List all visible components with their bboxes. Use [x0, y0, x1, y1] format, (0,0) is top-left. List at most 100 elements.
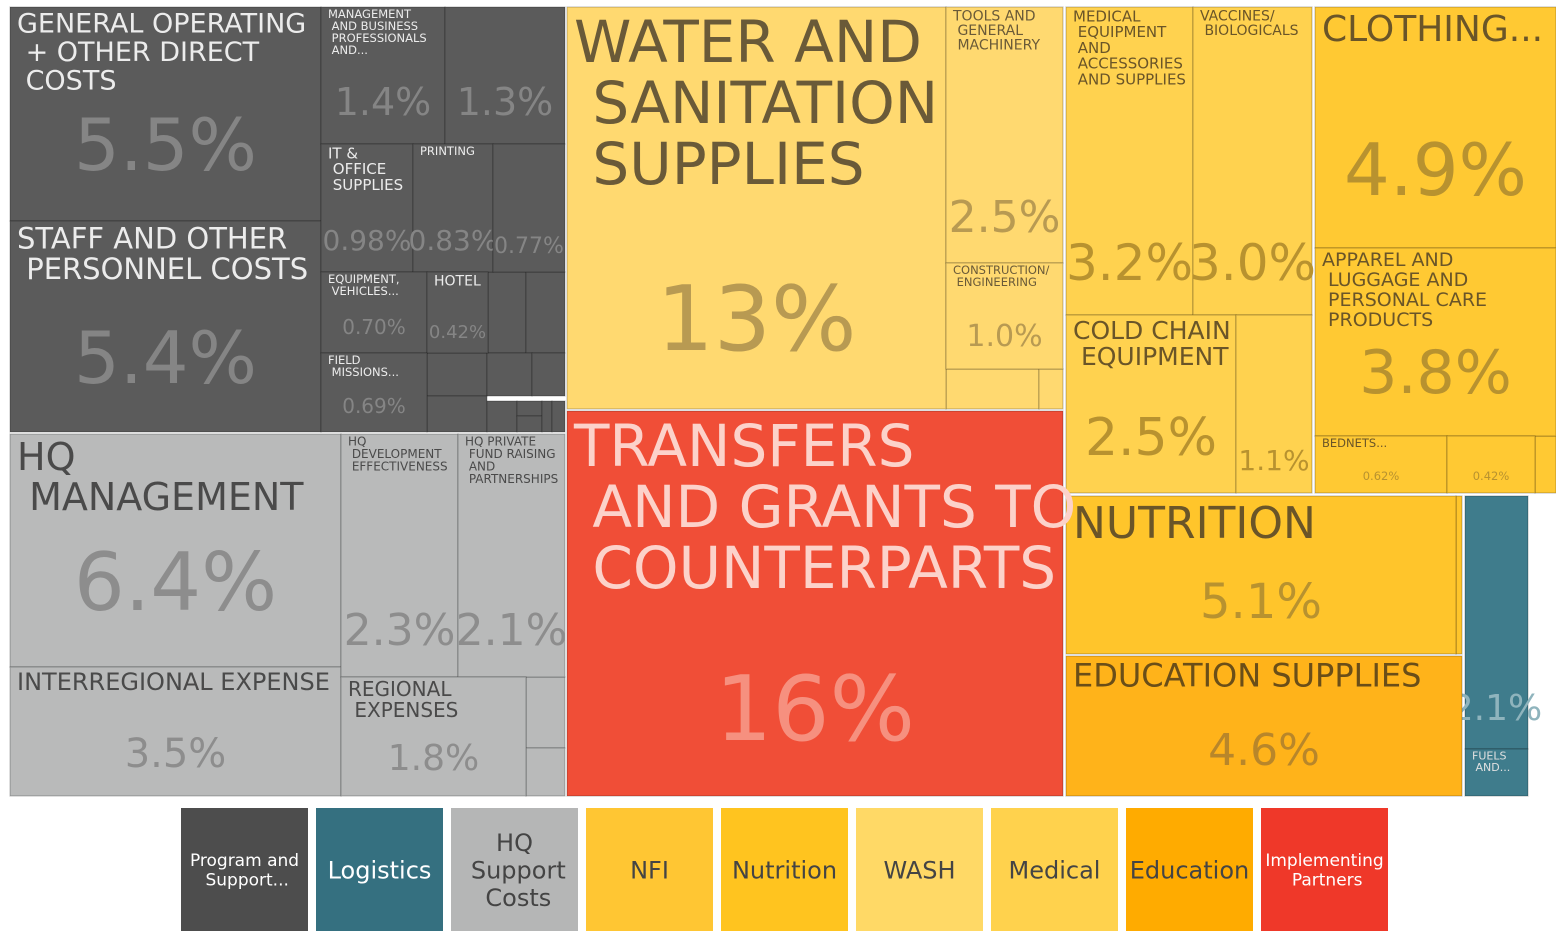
- tile-value: 0.70%: [342, 315, 406, 339]
- tile-label: IT & OFFICE SUPPLIES: [328, 144, 403, 194]
- tile-label: TOOLS AND GENERAL MACHINERY: [952, 8, 1040, 53]
- tile-label: EQUIPMENT, VEHICLES...: [328, 272, 400, 298]
- tile: [486, 352, 533, 397]
- tile: [945, 6, 1064, 264]
- tile: [566, 6, 947, 410]
- tile: [340, 676, 527, 797]
- tile-value: 2.1%: [456, 605, 568, 656]
- tile-label: MANAGEMENT AND BUSINESS PROFESSIONALS AN…: [328, 7, 427, 57]
- tile-label: NUTRITION: [1073, 498, 1316, 549]
- tile: [1065, 655, 1463, 797]
- tile-value: 5.1%: [1200, 574, 1322, 630]
- tile-value: 3.5%: [125, 731, 227, 777]
- tile-label: MEDICAL EQUIPMENT AND ACCESSORIES AND SU…: [1073, 7, 1186, 88]
- tile-value: 2.3%: [344, 605, 456, 656]
- tile-label: GENERAL OPERATING + OTHER DIRECT COSTS: [17, 9, 306, 97]
- legend-swatch: [1126, 808, 1253, 931]
- tile: [9, 220, 322, 433]
- tile: [320, 352, 428, 433]
- tile: [1314, 435, 1448, 494]
- tile-label: HQ MANAGEMENT: [17, 435, 304, 519]
- tile-value: 5.4%: [74, 316, 257, 400]
- tile-label: FIELD MISSIONS...: [328, 353, 399, 379]
- tile: [525, 676, 566, 749]
- tile-value: 2.5%: [1085, 408, 1217, 468]
- tile-value: 0.69%: [342, 394, 406, 418]
- tile: [566, 410, 1064, 797]
- legend-label: HQ Support Costs: [463, 829, 566, 912]
- legend-swatch: [991, 808, 1118, 931]
- tile: [426, 352, 488, 397]
- tile: [1065, 314, 1237, 494]
- tile: [1455, 495, 1463, 655]
- tile: [516, 415, 543, 433]
- tile: [426, 271, 489, 354]
- tile: [1464, 748, 1529, 797]
- tile: [541, 400, 553, 433]
- tile-value: 3.0%: [1189, 234, 1316, 292]
- tile: [492, 143, 566, 273]
- tile: [1446, 435, 1536, 494]
- tile: [1314, 247, 1556, 437]
- tile-value: 0.98%: [323, 224, 412, 257]
- tile-label: APPAREL AND LUGGAGE AND PERSONAL CARE PR…: [1322, 249, 1487, 331]
- tile-label: BEDNETS...: [1322, 436, 1387, 450]
- tile: [525, 747, 566, 797]
- tile-label: WATER AND SANITATION SUPPLIES: [574, 8, 938, 198]
- tile: [1038, 368, 1064, 410]
- tile-value: 2.5%: [949, 192, 1061, 243]
- legend-label: Program and Support...: [190, 851, 299, 891]
- tile: [1065, 495, 1457, 655]
- tile: [945, 368, 1040, 410]
- tile-label: CLOTHING...: [1322, 9, 1543, 50]
- tile-value: 1.0%: [966, 319, 1042, 354]
- tile: [531, 352, 566, 397]
- tile: [487, 271, 527, 354]
- tile: [340, 433, 459, 678]
- tile-value: 4.6%: [1208, 725, 1320, 776]
- tile: [426, 395, 488, 433]
- tile-value: 16%: [715, 657, 915, 762]
- tile: [516, 400, 543, 417]
- legend-swatch: [721, 808, 848, 931]
- tile-label: CONSTRUCTION/ ENGINEERING: [953, 263, 1050, 289]
- legend-swatch: [181, 808, 308, 931]
- tile-value: 4.9%: [1344, 128, 1527, 212]
- tile-label: VACCINES/ BIOLOGICALS: [1200, 8, 1299, 39]
- tile-value: 6.4%: [74, 536, 277, 629]
- tile-value: 0.77%: [494, 234, 564, 259]
- tile-value: 0.62%: [1363, 469, 1400, 483]
- legend-swatch: [316, 808, 443, 931]
- tile-label: TRANSFERS AND GRANTS TO COUNTERPARTS: [573, 412, 1076, 602]
- legend-swatch: [586, 808, 713, 931]
- tile-value: 2.1%: [1451, 688, 1542, 729]
- tile: [551, 400, 566, 433]
- legend-label: Logistics: [328, 856, 432, 884]
- tile: [1235, 314, 1313, 494]
- tile: [1314, 6, 1556, 249]
- tile-value: 3.2%: [1066, 234, 1193, 292]
- tile-label: FUELS AND...: [1472, 749, 1510, 774]
- tile-label: REGIONAL EXPENSES: [348, 677, 458, 722]
- tile: [457, 433, 566, 678]
- legend-label: WASH: [883, 856, 955, 884]
- tile-label: HQ DEVELOPMENT EFFECTIVENESS: [348, 434, 448, 473]
- tile-label: INTERREGIONAL EXPENSE: [17, 668, 330, 696]
- tile-value: 1.1%: [1238, 444, 1309, 477]
- legend-label: NFI: [630, 856, 669, 884]
- legend-label: Nutrition: [732, 856, 837, 884]
- tile: [945, 262, 1064, 370]
- legend-swatch: [856, 808, 983, 931]
- tile-value: 1.3%: [457, 80, 554, 124]
- tile-label: HOTEL: [434, 273, 481, 289]
- tile-value: 3.8%: [1359, 338, 1511, 408]
- tile-value: 0.83%: [409, 224, 498, 257]
- legend-swatch: [1261, 808, 1388, 931]
- tile-label: PRINTING: [420, 144, 475, 158]
- tile: [9, 433, 342, 668]
- tile-value: 0.42%: [1473, 469, 1510, 483]
- tile: [486, 400, 518, 433]
- legend-swatch: [451, 808, 578, 931]
- legend-label: Education: [1130, 856, 1249, 884]
